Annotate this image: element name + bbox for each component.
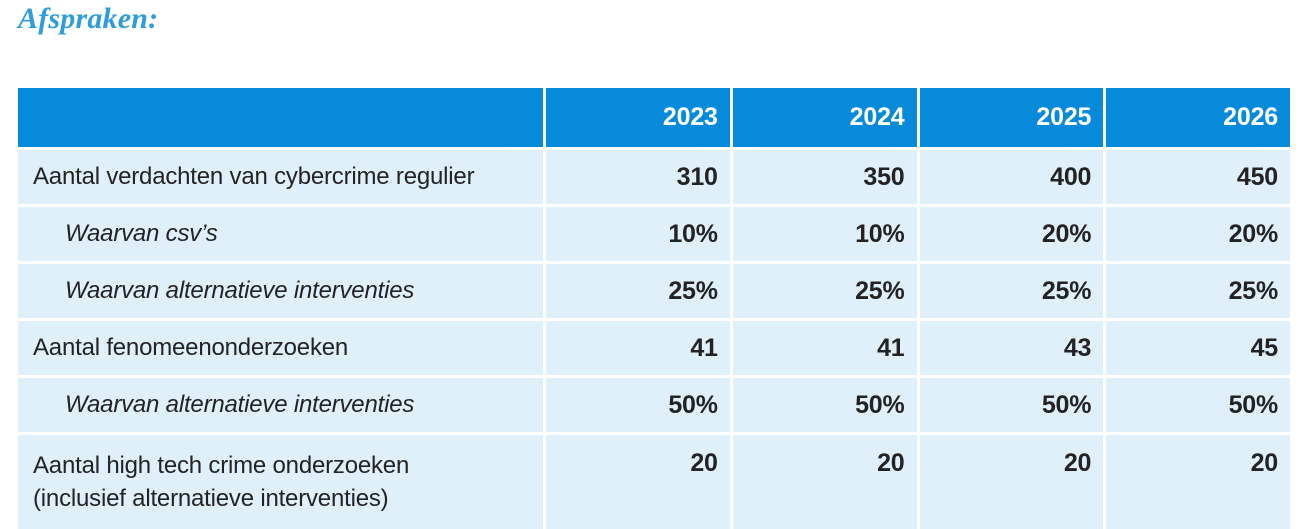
year-header: 2025 [919, 88, 1104, 147]
afspraken-table: 2023 2024 2025 2026 Aantal verdachten va… [18, 88, 1290, 529]
cell-value: 10% [732, 207, 917, 261]
cell-value: 25% [546, 264, 730, 318]
row-label: Aantal fenomeenonderzoeken [18, 321, 543, 375]
cell-value: 41 [732, 321, 917, 375]
row-label-line2: (inclusief alternatieve interventies) [33, 485, 389, 512]
cell-value: 50% [919, 378, 1104, 432]
cell-value: 10% [546, 207, 730, 261]
header-corner-cell [18, 88, 543, 147]
cell-value: 50% [732, 378, 917, 432]
cell-value: 310 [546, 150, 730, 204]
cell-value: 350 [732, 150, 917, 204]
cell-value: 45 [1106, 321, 1290, 375]
cell-value: 20 [546, 435, 730, 529]
year-header: 2023 [546, 88, 730, 147]
cell-value: 20 [919, 435, 1104, 529]
cell-value: 25% [732, 264, 917, 318]
cell-value: 25% [919, 264, 1104, 318]
cell-value: 20% [919, 207, 1104, 261]
year-header: 2024 [732, 88, 917, 147]
cell-value: 43 [919, 321, 1104, 375]
cell-value: 25% [1106, 264, 1290, 318]
cell-value: 20 [732, 435, 917, 529]
row-label: Aantal verdachten van cybercrime regulie… [18, 150, 543, 204]
cell-value: 20 [1106, 435, 1290, 529]
cell-value: 41 [546, 321, 730, 375]
cell-value: 450 [1106, 150, 1290, 204]
row-label: Waarvan alternatieve interventies [18, 264, 543, 318]
row-label: Waarvan csv’s [18, 207, 543, 261]
row-label-line1: Aantal high tech crime onderzoeken [33, 452, 410, 479]
cell-value: 20% [1106, 207, 1290, 261]
cell-value: 400 [919, 150, 1104, 204]
row-label: Waarvan alternatieve interventies [18, 378, 543, 432]
year-header: 2026 [1106, 88, 1290, 147]
row-label: Aantal high tech crime onderzoeken (incl… [18, 435, 543, 529]
cell-value: 50% [1106, 378, 1290, 432]
cell-value: 50% [546, 378, 730, 432]
page-title: Afspraken: [18, 2, 159, 35]
